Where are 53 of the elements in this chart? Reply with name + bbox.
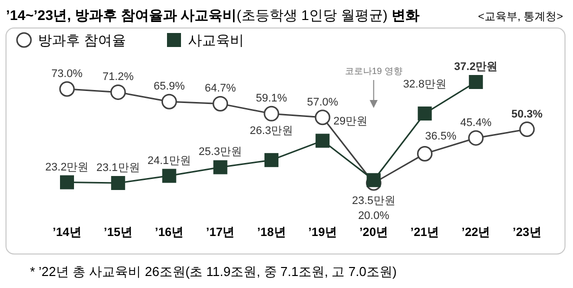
point <box>110 84 126 100</box>
chart-subtitle: <교육부, 통계청> <box>478 11 563 23</box>
data-label: 20.0% <box>358 210 390 222</box>
chart-title: ’14~’23년, 방과후 참여율과 사교육비(초등학생 1인당 월평균) 변화 <box>6 7 420 23</box>
annotation: 코로나19 영향 <box>344 66 402 76</box>
x-tick-label: ’15년 <box>104 225 132 239</box>
x-tick-label: ’14년 <box>52 225 82 239</box>
data-label: 23.2만원 <box>45 161 89 174</box>
point <box>417 146 433 162</box>
data-label: 65.9% <box>154 80 186 93</box>
x-tick-label: ’17년 <box>206 225 235 239</box>
x-tick-label: ’16년 <box>154 225 184 239</box>
point <box>519 122 535 138</box>
x-tick-label: ’23년 <box>512 225 542 239</box>
data-label: 45.4% <box>460 116 492 129</box>
x-tick-label: ’20년 <box>359 225 388 239</box>
x-tick-label: ’19년 <box>308 225 337 239</box>
x-tick-label: ’21년 <box>410 225 440 239</box>
point <box>213 160 228 174</box>
data-label: 23.1만원 <box>96 162 140 174</box>
data-label: 64.7% <box>204 82 236 95</box>
text: * ’22년 총 사교육비 26조원(초 11.9조원, 중 7.1조원, 고 7.0조원) <box>30 264 397 279</box>
legend-label: 사교육비 <box>188 32 244 48</box>
point <box>264 106 280 122</box>
point <box>60 175 74 190</box>
legend-label: 방과후 참여율 <box>38 32 126 48</box>
point <box>59 81 75 97</box>
data-label: 23.5만원 <box>352 195 396 208</box>
point <box>468 75 483 89</box>
x-tick-label: ’22년 <box>462 225 490 239</box>
point <box>111 176 126 190</box>
data-label: 36.5% <box>425 130 457 143</box>
data-label: 32.8만원 <box>403 78 446 91</box>
data-label: 71.2% <box>102 71 134 84</box>
point <box>468 130 484 146</box>
data-label: 73.0% <box>51 68 83 80</box>
data-label: 57.0% <box>306 96 338 108</box>
point <box>314 110 330 126</box>
x-tick-label: ’18년 <box>257 225 286 239</box>
data-label: 29만원 <box>333 116 368 128</box>
point <box>162 168 176 183</box>
data-label: 50.3% <box>511 108 543 120</box>
data-label: 25.3만원 <box>198 146 242 158</box>
point <box>316 134 330 148</box>
data-label: 26.3만원 <box>250 125 294 138</box>
point <box>161 94 177 110</box>
point <box>366 173 381 188</box>
data-label: 24.1만원 <box>148 154 191 167</box>
point <box>212 96 228 112</box>
point <box>418 106 432 121</box>
data-label: 37.2만원 <box>454 61 498 73</box>
point <box>264 153 278 168</box>
data-label: 59.1% <box>256 92 288 105</box>
